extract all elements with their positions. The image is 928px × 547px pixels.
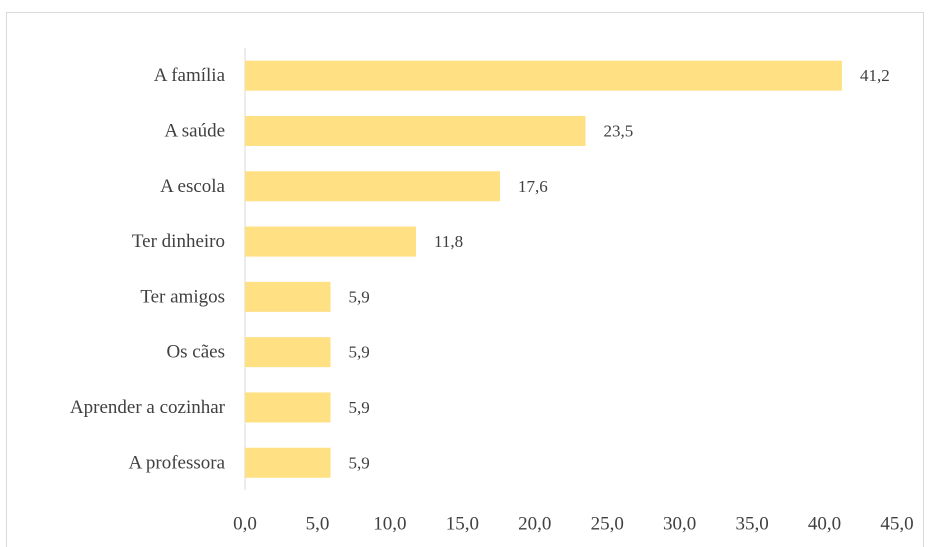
bar-1 xyxy=(245,115,586,146)
value-label: 17,6 xyxy=(518,177,548,196)
category-label: Ter amigos xyxy=(140,286,225,307)
value-label: 5,9 xyxy=(348,398,369,417)
value-label: 23,5 xyxy=(603,121,633,140)
bar-2 xyxy=(245,171,501,202)
x-tick-label: 40,0 xyxy=(808,514,841,535)
x-tick-label: 30,0 xyxy=(663,514,696,535)
value-label: 41,2 xyxy=(860,66,890,85)
x-axis-ticks: 0,0 5,0 10,0 15,0 20,0 25,0 30,0 35,0 40,0 45,0 xyxy=(233,514,914,535)
chart-frame xyxy=(6,12,924,547)
value-label: 5,9 xyxy=(348,343,369,362)
bar-3 xyxy=(245,226,416,257)
bars-group xyxy=(245,60,842,478)
value-label: 11,8 xyxy=(434,232,463,251)
category-label: A professora xyxy=(128,452,225,473)
category-label: Os cães xyxy=(166,342,225,363)
x-tick-label: 10,0 xyxy=(373,514,406,535)
x-tick-label: 25,0 xyxy=(591,514,624,535)
x-tick-label: 20,0 xyxy=(518,514,551,535)
x-tick-label: 15,0 xyxy=(446,514,479,535)
x-tick-label: 0,0 xyxy=(233,514,257,535)
bar-4 xyxy=(245,281,331,312)
category-labels: A família A saúde A escola Ter dinheiro Ter … xyxy=(70,65,226,473)
value-labels: 41,2 23,5 17,6 11,8 5,9 5,9 5,9 5,9 xyxy=(348,66,889,472)
x-tick-label: 35,0 xyxy=(735,514,768,535)
x-tick-label: 45,0 xyxy=(880,514,913,535)
value-label: 5,9 xyxy=(348,287,369,306)
bar-0 xyxy=(245,60,842,91)
category-label: A família xyxy=(154,65,226,86)
value-label: 5,9 xyxy=(348,453,369,472)
bar-5 xyxy=(245,337,331,368)
category-label: A saúde xyxy=(164,120,225,141)
category-label: A escola xyxy=(160,176,225,197)
category-label: Ter dinheiro xyxy=(132,231,225,252)
category-label: Aprender a cozinhar xyxy=(70,397,226,418)
bar-7 xyxy=(245,447,331,478)
x-tick-label: 5,0 xyxy=(306,514,330,535)
bar-6 xyxy=(245,392,331,423)
